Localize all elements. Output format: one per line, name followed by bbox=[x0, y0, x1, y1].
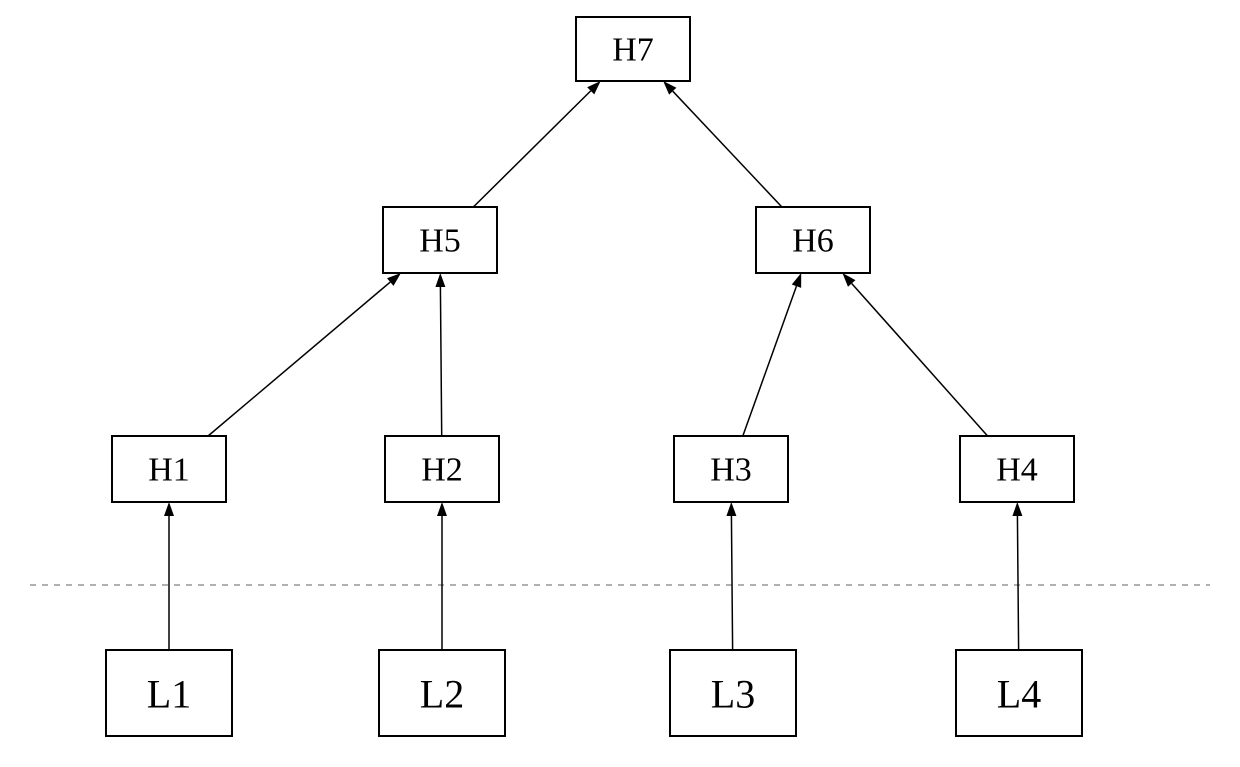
node-label-H1: H1 bbox=[148, 452, 190, 489]
edge-H5-H7 bbox=[473, 91, 590, 207]
node-label-L3: L3 bbox=[711, 672, 755, 717]
edge-H6-H7 bbox=[673, 91, 782, 207]
node-H5: H5 bbox=[383, 207, 497, 273]
node-label-H6: H6 bbox=[792, 223, 834, 260]
node-H3: H3 bbox=[674, 436, 788, 502]
arrowhead-H3-H6 bbox=[792, 273, 801, 288]
arrowhead-L3-H3 bbox=[726, 502, 736, 516]
node-label-H7: H7 bbox=[612, 32, 654, 69]
arrowhead-L4-H4 bbox=[1012, 502, 1022, 516]
arrowhead-L2-H2 bbox=[437, 502, 447, 516]
node-label-L1: L1 bbox=[147, 672, 191, 717]
node-H7: H7 bbox=[576, 17, 690, 81]
edge-L3-H3 bbox=[731, 516, 732, 650]
node-label-L2: L2 bbox=[420, 672, 464, 717]
node-label-L4: L4 bbox=[997, 672, 1041, 717]
node-L1: L1 bbox=[106, 650, 232, 736]
arrowhead-H2-H5 bbox=[435, 273, 445, 287]
node-H4: H4 bbox=[960, 436, 1074, 502]
edge-H2-H5 bbox=[440, 287, 441, 436]
edge-H1-H5 bbox=[208, 282, 390, 436]
node-H1: H1 bbox=[112, 436, 226, 502]
node-L3: L3 bbox=[670, 650, 796, 736]
node-H2: H2 bbox=[385, 436, 499, 502]
edge-H4-H6 bbox=[852, 283, 988, 436]
node-L2: L2 bbox=[379, 650, 505, 736]
arrowhead-L1-H1 bbox=[164, 502, 174, 516]
node-label-H3: H3 bbox=[710, 452, 752, 489]
node-L4: L4 bbox=[956, 650, 1082, 736]
node-H6: H6 bbox=[756, 207, 870, 273]
node-label-H5: H5 bbox=[419, 223, 461, 260]
edge-L4-H4 bbox=[1017, 516, 1018, 650]
hash-tree-diagram: H7 H5 H6 H1 H2 H3 H4 L1 L2 L3 L4 bbox=[0, 0, 1240, 767]
edge-H3-H6 bbox=[743, 286, 797, 436]
node-label-H4: H4 bbox=[996, 452, 1038, 489]
node-label-H2: H2 bbox=[421, 452, 463, 489]
